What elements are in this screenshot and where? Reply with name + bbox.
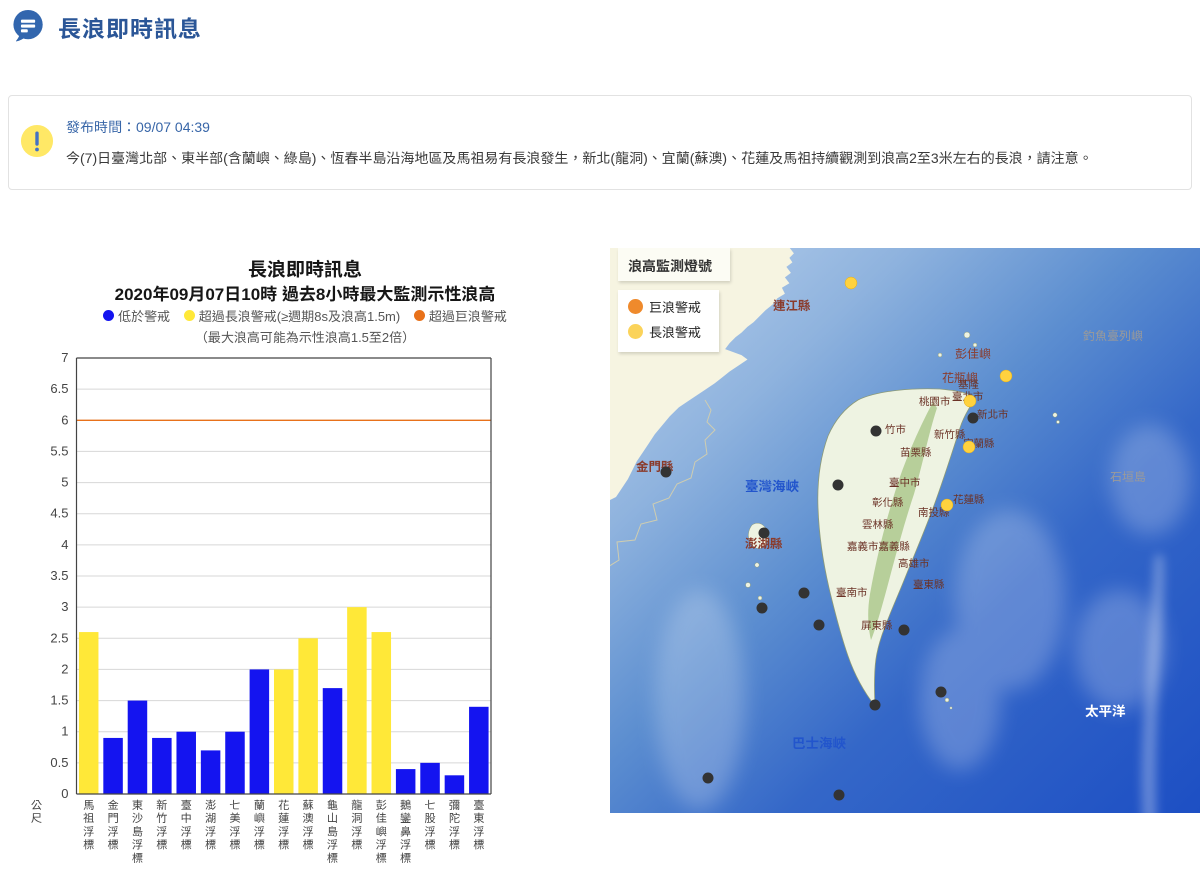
svg-text:彭佳嶼浮標: 彭佳嶼浮標 [376,799,388,865]
svg-text:5.5: 5.5 [50,443,68,458]
svg-text:七美浮標: 七美浮標 [229,800,240,852]
svg-text:7: 7 [61,350,68,365]
svg-text:1: 1 [61,724,68,739]
svg-text:臺東縣: 臺東縣 [913,579,945,591]
svg-text:新北市: 新北市 [977,409,1009,421]
svg-text:基隆: 基隆 [958,379,979,391]
svg-text:蘇澳浮標: 蘇澳浮標 [303,800,314,852]
svg-text:石垣島: 石垣島 [1110,470,1146,484]
svg-text:釣魚臺列嶼: 釣魚臺列嶼 [1083,329,1143,343]
svg-text:彰化縣: 彰化縣 [872,496,904,509]
svg-text:彭佳嶼: 彭佳嶼 [955,347,991,361]
svg-text:澎湖浮標: 澎湖浮標 [205,799,216,852]
svg-text:臺南市: 臺南市 [836,587,868,599]
svg-text:高雄市: 高雄市 [898,558,930,570]
svg-text:竹市: 竹市 [885,424,906,436]
svg-text:太平洋: 太平洋 [1085,704,1126,719]
svg-text:苗栗縣: 苗栗縣 [900,447,932,459]
svg-text:1.5: 1.5 [50,693,68,708]
svg-text:東沙島浮標: 東沙島浮標 [132,800,143,865]
svg-text:嘉義市嘉義縣: 嘉義市嘉義縣 [847,541,910,553]
svg-text:6: 6 [61,412,68,427]
svg-text:0: 0 [61,786,68,801]
svg-text:臺東浮標: 臺東浮標 [473,800,484,852]
svg-text:巴士海峽: 巴士海峽 [792,736,846,751]
svg-text:臺中市: 臺中市 [889,477,921,489]
svg-text:4.5: 4.5 [50,506,68,521]
svg-text:6.5: 6.5 [50,381,68,396]
svg-text:5: 5 [61,475,68,490]
svg-text:0.5: 0.5 [50,755,68,770]
svg-text:龍洞浮標: 龍洞浮標 [351,799,362,852]
svg-text:2: 2 [61,661,68,676]
svg-text:新竹縣: 新竹縣 [934,429,966,441]
svg-text:屏東縣: 屏東縣 [861,620,893,632]
svg-text:桃園市: 桃園市 [919,396,951,408]
svg-text:3.5: 3.5 [50,568,68,583]
svg-text:鵝鑾鼻浮標: 鵝鑾鼻浮標 [400,799,411,865]
svg-text:4: 4 [61,537,68,552]
svg-text:臺中浮標: 臺中浮標 [181,800,192,852]
svg-text:龜山島浮標: 龜山島浮標 [327,799,338,865]
svg-text:雲林縣: 雲林縣 [862,519,894,531]
svg-text:澎湖縣: 澎湖縣 [745,537,783,551]
svg-text:馬祖浮標: 馬祖浮標 [83,800,94,852]
svg-text:公尺: 公尺 [31,800,42,825]
svg-text:彌陀浮標: 彌陀浮標 [449,800,460,852]
svg-text:花蓮縣: 花蓮縣 [953,494,985,506]
svg-text:連江縣: 連江縣 [773,299,811,313]
svg-text:3: 3 [61,599,68,614]
svg-text:2.5: 2.5 [50,630,68,645]
svg-text:新竹浮標: 新竹浮標 [156,799,168,852]
svg-text:臺灣海峽: 臺灣海峽 [745,479,799,494]
svg-text:七股浮標: 七股浮標 [424,800,435,852]
svg-text:金門浮標: 金門浮標 [107,799,118,852]
svg-text:花蓮浮標: 花蓮浮標 [278,800,289,852]
svg-text:蘭嶼浮標: 蘭嶼浮標 [254,800,265,852]
